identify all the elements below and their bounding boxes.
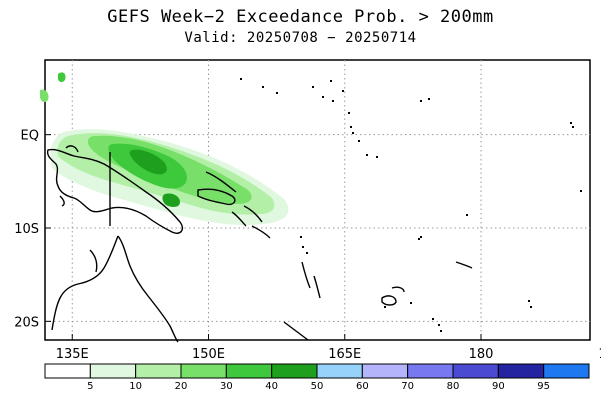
colorbar-label: 80 [447,381,460,392]
colorbar-label: 70 [401,381,414,392]
shade-40pct [129,149,167,175]
colorbar-label: 20 [175,381,188,392]
island [410,302,412,304]
island [366,154,368,156]
lat-tick-label: 10S [14,222,39,237]
island [300,236,302,238]
colorbar-swatch [361,363,409,379]
coast-australia [51,235,179,343]
island [352,132,354,134]
island [528,300,530,302]
island [438,324,440,326]
coast-fiji [381,286,405,306]
island [276,92,278,94]
island [348,112,350,114]
pacific-islands [240,78,582,332]
lon-tick-label: 165W [598,347,601,362]
colorbar: 5 10 20 30 40 50 60 70 80 90 95 [44,363,590,392]
shade-40pct-b [162,193,180,207]
lat-tick-label: EQ [21,129,39,144]
island [306,252,308,254]
coast-new-guinea [46,148,184,234]
island [432,318,434,320]
island [332,100,334,102]
island [330,80,332,82]
island [440,330,442,332]
map-title: GEFS Week−2 Exceedance Prob. > 200mm [107,7,494,27]
island [466,214,468,216]
colorbar-swatch [44,363,91,379]
island [572,126,574,128]
colorbar-label: 90 [492,381,505,392]
colorbar-swatch [225,363,273,379]
colorbar-swatch [316,363,363,379]
colorbar-label: 30 [220,381,233,392]
coast-solomons-3 [231,211,247,227]
coast-new-ireland [205,171,237,193]
coast-solomons-2 [251,225,271,239]
colorbar-swatch [452,363,499,379]
map-subtitle: Valid: 20250708 − 20250714 [184,30,417,46]
colorbar-label: 5 [87,381,93,392]
coast-vanuatu [301,261,321,299]
colorbar-swatch [89,363,137,379]
island [358,140,360,142]
longitude-ticks: 135E 150E 165E 180 165W [56,334,601,362]
island [262,86,264,88]
colorbar-swatch [271,363,318,379]
island [312,86,314,88]
colorbar-label: 60 [356,381,369,392]
island [376,156,378,158]
coast-solomons-1 [243,205,263,223]
island [428,98,430,100]
shade-20pct-b [40,89,49,103]
colorbar-swatch [180,363,227,379]
colorbar-label: 10 [129,381,142,392]
colorbar-label: 50 [311,381,324,392]
island [420,100,422,102]
colorbar-label: 40 [265,381,278,392]
coast-bismarck [59,145,79,207]
colorbar-swatch [407,363,454,379]
island [418,238,420,240]
coast-new-caledonia [283,321,309,341]
island [580,190,582,192]
lon-tick-label: 135E [56,347,89,362]
island [570,122,572,124]
island [420,236,422,238]
coastlines [46,145,473,343]
lon-tick-label: 165E [328,347,361,362]
shade-30pct-c [57,72,66,83]
island [302,246,304,248]
lon-tick-label: 180 [469,347,494,362]
island [322,96,324,98]
probability-shading [40,72,289,226]
latitude-ticks: EQ 10S 20S [14,129,51,330]
island [350,126,352,128]
lon-tick-label: 150E [192,347,225,362]
island [240,78,242,80]
colorbar-swatch [543,363,590,379]
coast-samoa [455,261,473,269]
coast-new-britain [197,188,236,206]
island [342,90,344,92]
colorbar-label: 95 [537,381,550,392]
colorbar-swatch [135,363,182,379]
island [530,306,532,308]
lat-tick-label: 20S [14,315,39,330]
island [384,306,386,308]
colorbar-swatch [497,363,545,379]
